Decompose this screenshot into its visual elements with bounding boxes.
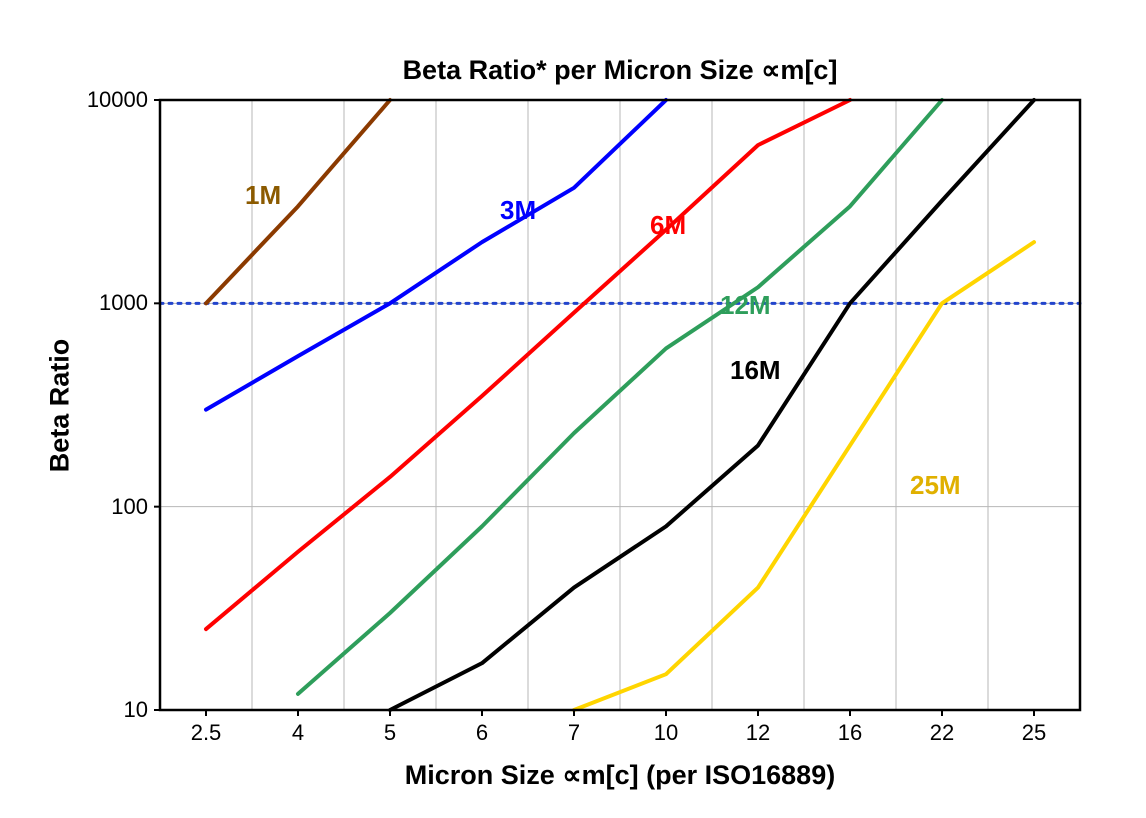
x-tick-label: 5 (350, 720, 430, 746)
y-tick-label: 10000 (0, 87, 148, 113)
x-tick-label: 7 (534, 720, 614, 746)
x-tick-label: 6 (442, 720, 522, 746)
series-label-16M: 16M (730, 355, 781, 386)
series-label-6M: 6M (650, 210, 686, 241)
x-tick-label: 12 (718, 720, 798, 746)
x-tick-label: 2.5 (166, 720, 246, 746)
series-label-1M: 1M (245, 180, 281, 211)
x-tick-label: 4 (258, 720, 338, 746)
chart-svg (0, 0, 1146, 818)
x-tick-label: 22 (902, 720, 982, 746)
x-axis-label: Micron Size ∝m[c] (per ISO16889) (160, 760, 1080, 791)
y-tick-label: 10 (0, 697, 148, 723)
x-tick-label: 25 (994, 720, 1074, 746)
chart-container: Beta Ratio* per Micron Size ∝m[c] Beta R… (0, 0, 1146, 818)
x-tick-label: 10 (626, 720, 706, 746)
series-label-25M: 25M (910, 470, 961, 501)
series-label-12M: 12M (720, 290, 771, 321)
y-tick-label: 100 (0, 494, 148, 520)
x-tick-label: 16 (810, 720, 890, 746)
y-axis-label: Beta Ratio (45, 306, 76, 506)
series-label-3M: 3M (500, 195, 536, 226)
y-tick-label: 1000 (0, 290, 148, 316)
